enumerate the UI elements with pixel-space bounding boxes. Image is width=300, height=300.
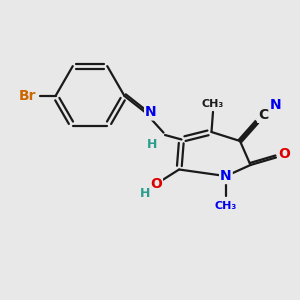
Text: O: O [278,148,290,161]
Text: H: H [147,138,158,151]
Text: N: N [220,169,232,183]
Text: H: H [140,187,150,200]
Text: C: C [258,108,268,122]
Text: N: N [145,106,157,119]
Text: N: N [270,98,281,112]
Text: O: O [150,177,162,191]
Text: Br: Br [18,89,36,103]
Text: CH₃: CH₃ [202,99,224,109]
Text: CH₃: CH₃ [215,201,237,211]
